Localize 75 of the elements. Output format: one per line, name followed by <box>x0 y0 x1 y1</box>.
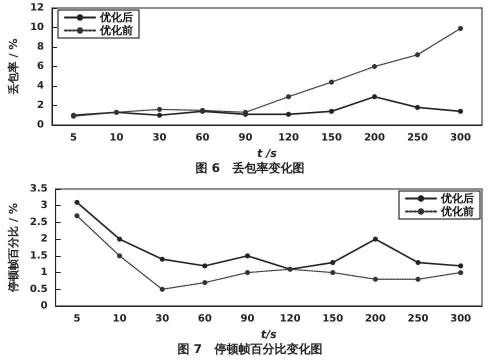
x-axis-title: t /s <box>257 146 278 160</box>
y-tick-label: 3.5 <box>30 184 48 194</box>
point <box>372 94 377 100</box>
text: 图 6 丢包率变化图 <box>195 161 305 175</box>
x-tick-label: 250 <box>408 314 429 324</box>
point <box>160 256 165 262</box>
x-tick-label: 120 <box>280 314 301 324</box>
x-tick-label: 5 <box>73 314 80 324</box>
y-tick-label: 0.5 <box>30 284 48 295</box>
x-tick-label: 200 <box>364 132 385 144</box>
point <box>74 200 80 205</box>
x-tick-label: 200 <box>364 314 386 324</box>
y-tick-label: 1 <box>40 267 48 278</box>
point <box>458 270 464 276</box>
y-axis-title: 丢包率 / % <box>7 38 20 96</box>
point <box>202 263 208 268</box>
x-tick-label: 120 <box>278 132 299 144</box>
x-tick-label: 10 <box>110 132 124 144</box>
text: 图 7 停顿帧百分比变化图 <box>177 342 323 356</box>
point <box>458 26 463 31</box>
point <box>157 106 162 112</box>
y-tick-label: 2.5 <box>30 216 48 228</box>
y-tick-label: 2 <box>37 100 44 111</box>
y-tick-label: 0 <box>37 120 44 130</box>
y-tick-label: 0 <box>40 300 48 312</box>
point <box>286 94 291 100</box>
point <box>244 253 250 258</box>
point <box>416 276 421 282</box>
x-tick-label: 300 <box>450 132 471 144</box>
x-tick-label: 10 <box>112 314 127 324</box>
point <box>372 276 378 282</box>
legend-label: 优化前 <box>99 24 133 37</box>
x-tick-label: 300 <box>450 314 472 324</box>
x-tick-label: 5 <box>70 132 78 144</box>
point <box>329 108 334 114</box>
x-tick-label: 90 <box>240 314 254 324</box>
y-tick-label: 10 <box>30 22 44 33</box>
point <box>202 280 208 286</box>
point <box>244 270 250 276</box>
x-tick-label: 30 <box>152 132 166 144</box>
x-tick-label: 250 <box>407 132 428 144</box>
point <box>329 80 334 85</box>
y-tick-label: 4 <box>37 80 44 92</box>
point <box>458 263 464 268</box>
x-tick-label: 30 <box>155 314 170 324</box>
point <box>117 253 122 258</box>
point <box>330 270 336 276</box>
point <box>372 64 377 69</box>
y-tick-label: 12 <box>30 2 44 14</box>
y-tick-label: 1.5 <box>30 250 48 262</box>
legend-label: 优化前 <box>440 205 474 218</box>
y-axis-title: 停顿帧百分比 / % <box>7 203 20 293</box>
point <box>117 236 122 242</box>
point <box>372 236 378 242</box>
legend-label: 优化后 <box>440 192 474 205</box>
legend-label: 优化后 <box>99 11 133 24</box>
point <box>157 112 162 118</box>
point <box>74 213 80 218</box>
y-tick-label: 2 <box>40 234 48 245</box>
x-tick-label: 60 <box>196 132 210 144</box>
x-tick-label: 90 <box>238 132 252 144</box>
x-tick-label: 60 <box>198 314 212 324</box>
y-tick-label: 8 <box>37 42 44 52</box>
x-tick-label: 150 <box>322 314 344 324</box>
x-tick-label: 150 <box>321 132 342 144</box>
point <box>160 286 165 292</box>
point <box>415 104 420 110</box>
y-tick-label: 6 <box>37 61 44 72</box>
point <box>458 108 463 114</box>
point <box>415 52 420 58</box>
point <box>330 260 336 266</box>
point <box>286 112 291 117</box>
x-axis-title: t/s <box>260 328 278 341</box>
point <box>416 260 421 266</box>
y-tick-label: 3 <box>40 200 48 212</box>
